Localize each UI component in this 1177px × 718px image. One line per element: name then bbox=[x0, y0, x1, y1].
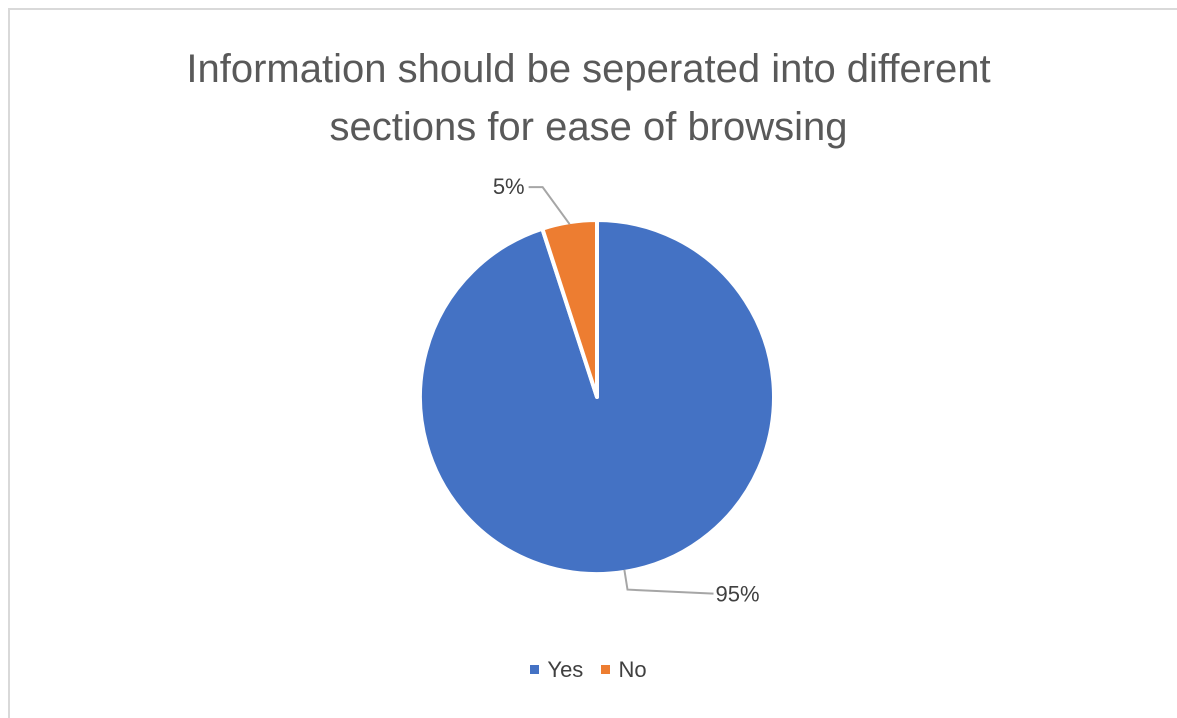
chart-title-line-1: Information should be seperated into dif… bbox=[186, 47, 991, 91]
legend-label-no: No bbox=[618, 656, 647, 682]
leader-line-no bbox=[528, 186, 571, 225]
legend-item-no: No bbox=[601, 656, 647, 683]
legend-swatch-yes bbox=[530, 665, 540, 674]
legend-label-yes: Yes bbox=[547, 656, 584, 682]
data-label-yes: 95% bbox=[716, 582, 760, 607]
chart-title: Information should be seperated into dif… bbox=[0, 40, 1177, 156]
legend-item-yes: Yes bbox=[530, 657, 583, 683]
legend: Yes No bbox=[0, 654, 1177, 683]
chart-title-line-2: sections for ease of browsing bbox=[329, 105, 848, 149]
leader-line-yes bbox=[623, 569, 714, 595]
legend-swatch-no bbox=[601, 665, 611, 674]
data-label-no: 5% bbox=[493, 174, 525, 199]
